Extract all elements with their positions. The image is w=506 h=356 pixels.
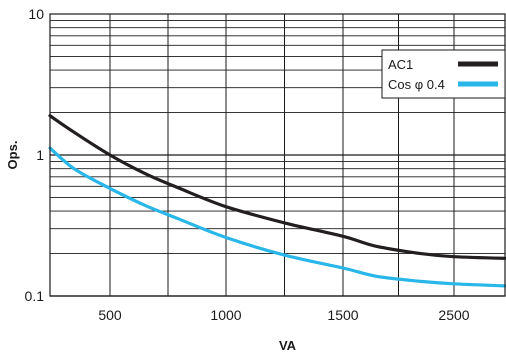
x-tick-label: 2500 <box>438 307 469 323</box>
x-tick-label: 1500 <box>327 307 358 323</box>
x-tick-label: 1000 <box>210 307 241 323</box>
legend-items: AC1 Cos φ 0.4 <box>388 57 498 92</box>
y-axis-title: Ops. <box>5 141 20 170</box>
legend-label: Cos φ 0.4 <box>388 77 445 92</box>
series-line-cos-phi <box>48 146 506 288</box>
legend-label: AC1 <box>388 57 413 72</box>
legend-box <box>381 49 506 99</box>
series-line-ac1 <box>48 114 506 260</box>
y-tick-label: 0.1 <box>25 288 45 304</box>
x-tick-label: 500 <box>98 307 122 323</box>
series-layer <box>48 114 506 288</box>
legend: AC1 Cos φ 0.4 <box>381 49 506 99</box>
y-tick-label: 10 <box>28 6 44 22</box>
x-axis-title: VA <box>279 338 297 353</box>
plot-frame <box>49 13 506 297</box>
y-tick-label: 1 <box>36 147 44 163</box>
tick-labels: 500 1000 1500 2500 0.1 1 10 <box>25 6 470 323</box>
